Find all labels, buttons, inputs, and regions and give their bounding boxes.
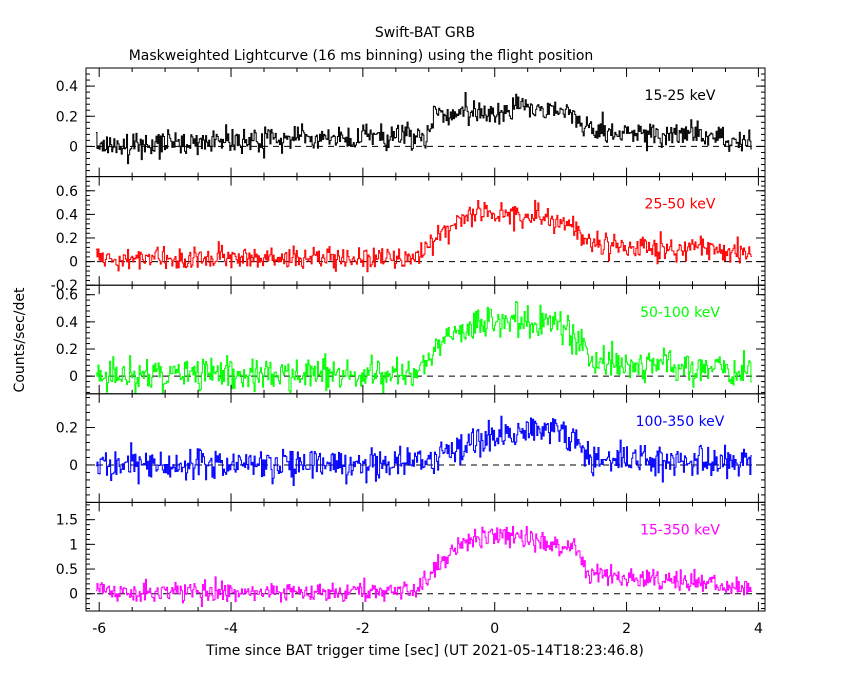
- series-label-50-100: 50-100 keV: [640, 305, 720, 321]
- series-label-100-350: 100-350 keV: [636, 414, 725, 430]
- y-tick-label: 0.6: [56, 184, 78, 200]
- panel-frame: [85, 176, 766, 286]
- y-tick-label: 0.4: [56, 207, 78, 223]
- series-line-15-350: [95, 525, 752, 608]
- x-axis-label: Time since BAT trigger time [sec] (UT 20…: [205, 643, 644, 659]
- x-tick-label: 0: [490, 621, 499, 637]
- series-label-15-350: 15-350 keV: [640, 522, 720, 538]
- panel-25-50: -0.2 0 0.2 0.4 0.6 25-50 keV: [51, 176, 766, 294]
- panel-50-100: 0 0.2 0.4 0.6 50-100 keV: [56, 284, 766, 395]
- y-axis-label: Counts/sec/det: [12, 287, 28, 392]
- x-tick-label: 4: [754, 621, 763, 637]
- y-tick-label: 0.2: [56, 231, 78, 247]
- panel-15-25: 0 0.2 0.4 15-25 keV: [56, 67, 766, 178]
- panel-frame: [85, 393, 766, 503]
- y-tick-label: 0: [69, 458, 78, 474]
- chart-subtitle: Maskweighted Lightcurve (16 ms binning) …: [129, 48, 594, 64]
- x-tick-label: -6: [92, 621, 106, 637]
- y-tick-label: 0.2: [56, 342, 78, 358]
- x-tick-label: -4: [224, 621, 238, 637]
- panel-frame: [85, 67, 766, 178]
- y-tick-label: 0.2: [56, 421, 78, 437]
- panel-frame: [85, 501, 766, 612]
- y-tick-label: 1: [69, 537, 78, 553]
- y-tick-label: 0.5: [56, 562, 78, 578]
- series-line-50-100: [95, 300, 752, 394]
- series-label-15-25: 15-25 keV: [645, 88, 716, 104]
- series-line-15-25: [95, 92, 752, 165]
- y-tick-label: 0.6: [56, 288, 78, 304]
- y-tick-label: 0.4: [56, 79, 78, 95]
- y-tick-label: 0: [69, 587, 78, 603]
- x-tick-label: 2: [622, 621, 631, 637]
- chart-title: Swift-BAT GRB: [375, 25, 475, 41]
- y-tick-label: 0: [69, 255, 78, 271]
- y-tick-label: 0.2: [56, 109, 78, 125]
- panel-15-350: 0 0.5 1 1.5 15-350 keV: [56, 501, 766, 612]
- y-tick-label: 0.4: [56, 315, 78, 331]
- series-label-25-50: 25-50 keV: [645, 197, 716, 213]
- y-tick-label: 1.5: [56, 513, 78, 529]
- y-tick-label: -0.2: [51, 278, 78, 294]
- panels: 0 0.2 0.4 15-25 keV -0.2 0 0.2 0.4 0.6 25-50 keV 0…: [51, 67, 766, 637]
- series-line-25-50: [95, 199, 752, 273]
- panel-100-350: 0 0.2 100-350 keV: [56, 393, 766, 503]
- y-tick-label: 0: [69, 139, 78, 155]
- y-tick-label: 0: [69, 369, 78, 385]
- series-line-100-350: [95, 415, 752, 487]
- x-tick-label: -2: [356, 621, 370, 637]
